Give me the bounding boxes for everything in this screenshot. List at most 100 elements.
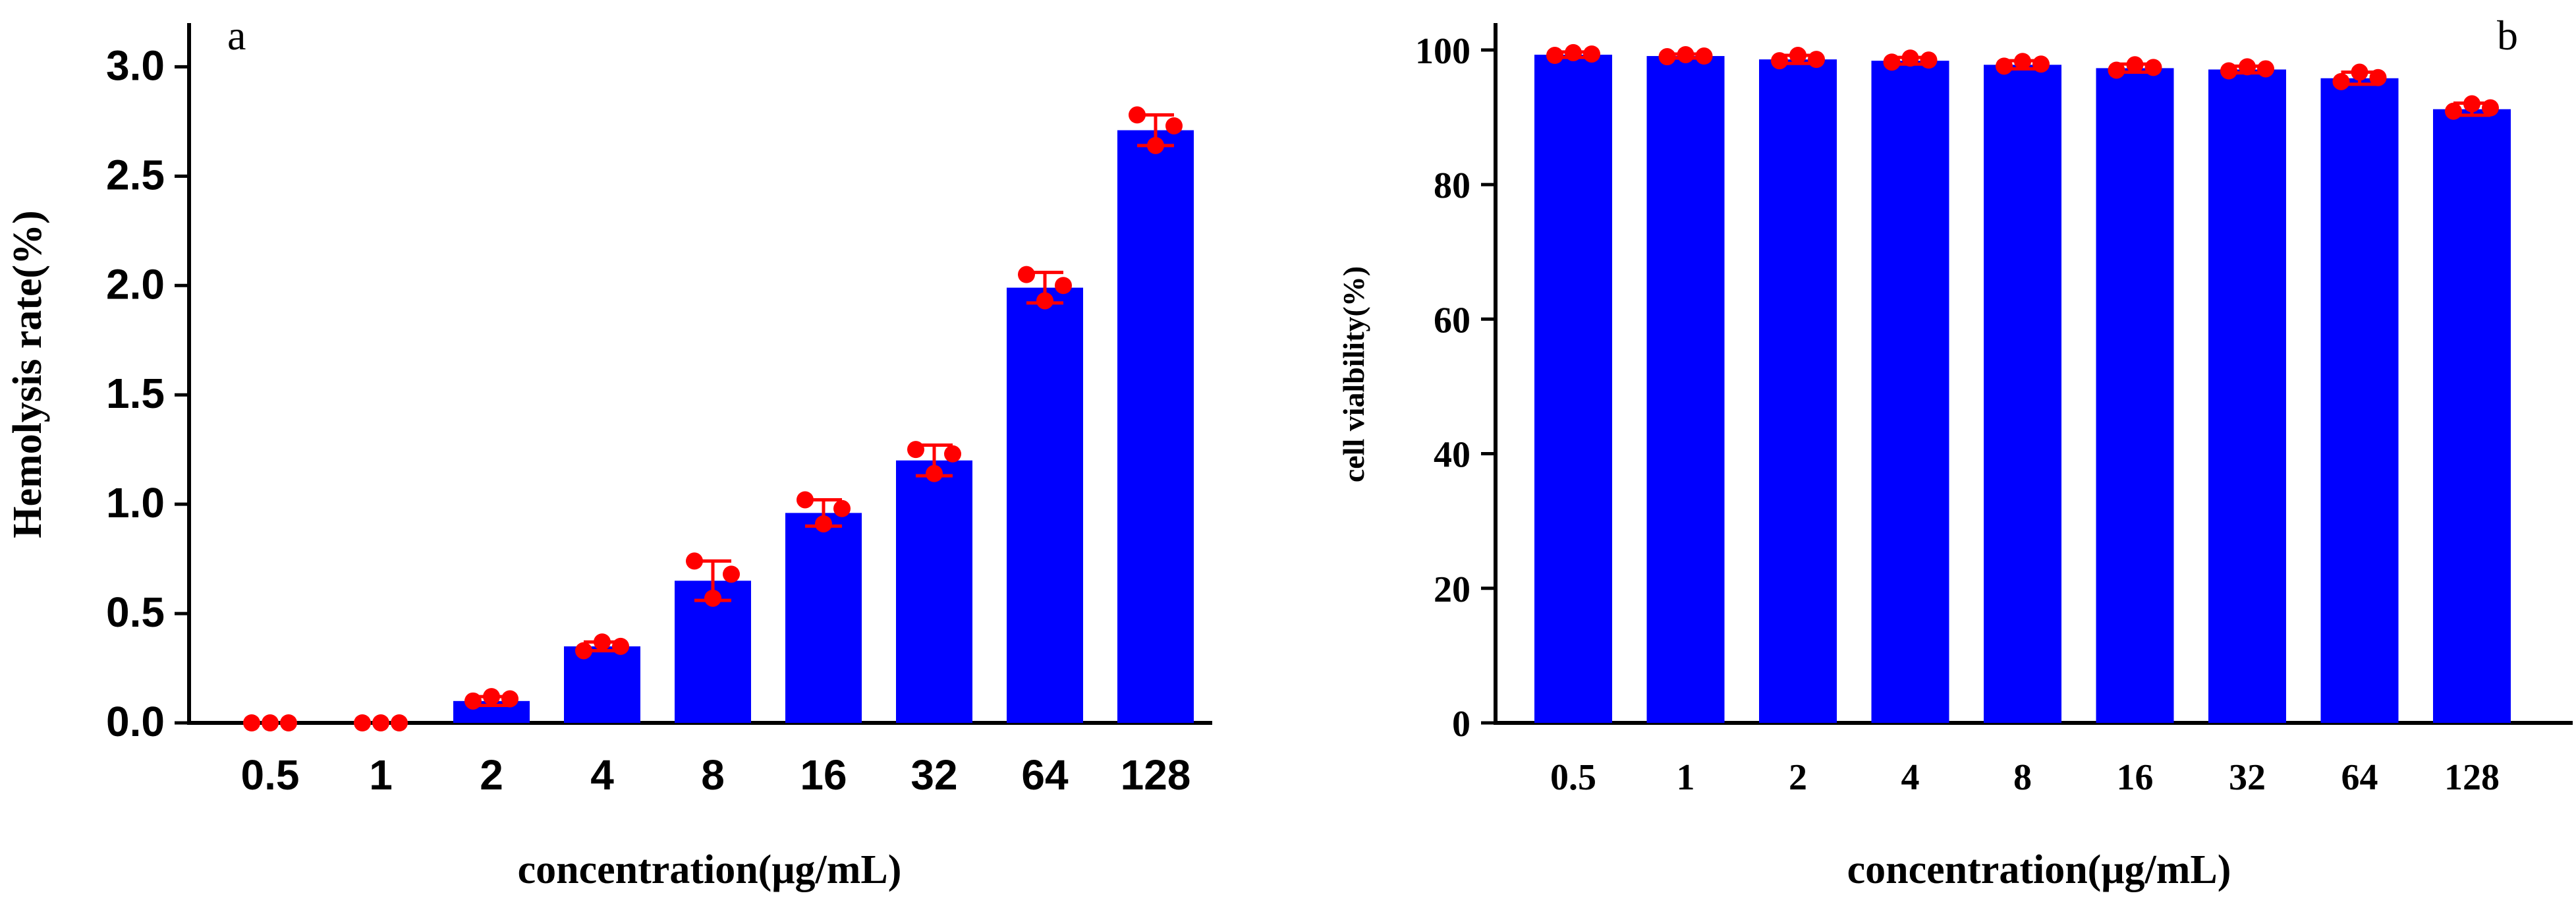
bar <box>1984 65 2061 724</box>
data-point <box>1546 47 1563 65</box>
data-point <box>2332 72 2350 90</box>
bar <box>2433 109 2511 723</box>
data-point <box>1055 277 1072 295</box>
data-point <box>944 445 961 463</box>
data-point <box>2257 60 2274 78</box>
data-point <box>797 491 814 509</box>
y-tick-label: 0.5 <box>106 588 165 636</box>
data-point <box>594 633 611 651</box>
y-tick-label: 40 <box>1434 435 1470 476</box>
data-point <box>2369 69 2387 86</box>
x-axis-label-a: concentration(μg/mL) <box>518 847 902 892</box>
bar <box>564 646 640 723</box>
data-point <box>1771 52 1788 70</box>
bar <box>1534 54 1612 723</box>
data-point <box>464 692 482 710</box>
x-tick-label: 16 <box>800 751 847 799</box>
x-tick-label: 1 <box>1677 757 1695 798</box>
x-axis-label-b: concentration(μg/mL) <box>1847 847 2231 892</box>
x-tick-label: 128 <box>2444 757 2500 798</box>
data-point <box>1695 47 1713 65</box>
data-point <box>2463 95 2480 113</box>
x-tick-labels-a: 0.5 1 2 4 8 16 32 64 128 <box>241 751 1191 799</box>
data-point <box>2108 61 2125 79</box>
data-point <box>372 714 389 731</box>
y-tick-label: 2.5 <box>106 151 165 198</box>
data-point <box>815 515 832 532</box>
x-tick-label: 16 <box>2117 757 2154 798</box>
data-point <box>1789 47 1806 65</box>
data-point <box>1565 43 1582 61</box>
data-point <box>1583 45 1600 63</box>
data-point <box>2445 102 2462 120</box>
data-point <box>2351 63 2368 81</box>
data-point <box>686 552 703 570</box>
y-axis-label-a: Hemolysis rate(%) <box>5 210 50 538</box>
data-point <box>1129 106 1146 124</box>
x-tick-label: 64 <box>2341 757 2378 798</box>
data-point <box>1658 48 1676 66</box>
data-point <box>723 565 740 583</box>
data-point <box>1920 51 1938 69</box>
data-point <box>262 714 279 731</box>
x-tick-label: 0.5 <box>1550 757 1596 798</box>
data-point <box>1996 57 2013 75</box>
x-tick-label: 32 <box>2229 757 2266 798</box>
y-tick-label: 1.5 <box>106 370 165 417</box>
x-tick-label: 32 <box>910 751 957 799</box>
bar <box>1759 59 1837 723</box>
panel-letter-b: b <box>2497 12 2518 59</box>
bar <box>2320 78 2399 723</box>
bar <box>785 513 862 723</box>
bar <box>2096 68 2174 724</box>
data-point <box>2032 55 2050 73</box>
x-tick-label: 64 <box>1021 751 1069 799</box>
data-point <box>2014 53 2031 71</box>
y-tick-label: 80 <box>1434 165 1470 206</box>
data-point <box>2126 56 2144 74</box>
data-point <box>1147 136 1164 154</box>
bars-a <box>243 106 1194 731</box>
y-tick-label: 20 <box>1434 569 1470 610</box>
y-tick-label: 0.0 <box>106 698 165 745</box>
x-tick-label: 4 <box>1901 757 1920 798</box>
data-point <box>1165 117 1183 134</box>
y-tick-label: 3.0 <box>106 42 165 89</box>
data-point <box>926 465 943 482</box>
data-point <box>1808 51 1825 69</box>
data-point <box>907 441 924 459</box>
data-point <box>1901 49 1919 67</box>
x-tick-label: 8 <box>2013 757 2032 798</box>
y-tick-label: 2.0 <box>106 260 165 308</box>
data-point <box>354 714 371 731</box>
data-point <box>2144 59 2162 76</box>
data-point <box>575 642 592 660</box>
data-point <box>391 714 408 731</box>
y-tick-label: 1.0 <box>106 479 165 527</box>
x-tick-label: 2 <box>1789 757 1807 798</box>
bar <box>896 460 972 723</box>
data-point <box>483 688 500 706</box>
x-tick-label: 8 <box>701 751 725 799</box>
data-point <box>501 690 518 708</box>
bars-b <box>1534 43 2511 724</box>
y-tick-label: 100 <box>1415 31 1470 72</box>
data-point <box>1018 266 1035 283</box>
data-point <box>2482 99 2499 117</box>
chart-panel-b: 0 20 40 60 80 100 0.5 1 2 4 8 16 32 64 128 b cell via… <box>1337 12 2573 892</box>
x-tick-label: 2 <box>480 751 503 799</box>
bar <box>1646 56 1725 723</box>
data-point <box>704 589 721 607</box>
chart-panel-a: 0.0 0.5 1.0 1.5 2.0 2.5 3.0 0.5 1 2 4 8 16 32 64 128 a… <box>5 12 1212 892</box>
data-point <box>243 714 260 731</box>
data-point <box>1036 292 1053 310</box>
x-tick-label: 1 <box>369 751 393 799</box>
data-point <box>2239 58 2256 76</box>
data-point <box>1883 53 1901 71</box>
x-tick-label: 0.5 <box>241 751 300 799</box>
y-ticks-b: 0 20 40 60 80 100 <box>1415 31 1496 745</box>
x-tick-label: 4 <box>590 751 614 799</box>
x-tick-labels-b: 0.5 1 2 4 8 16 32 64 128 <box>1550 757 2500 798</box>
data-point <box>280 714 297 731</box>
